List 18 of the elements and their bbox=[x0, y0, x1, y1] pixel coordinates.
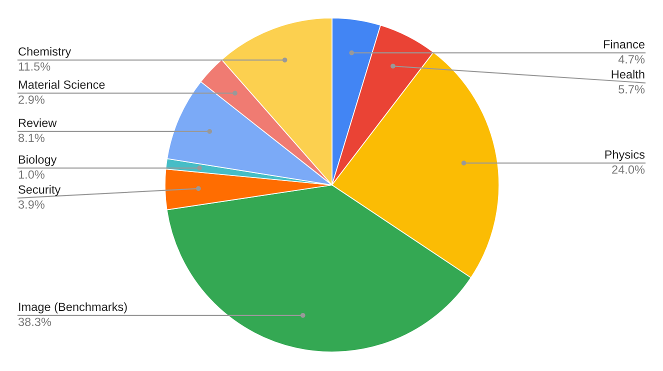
slice-label: Chemistry bbox=[18, 47, 72, 58]
data-label: 24.0% bbox=[612, 165, 645, 174]
slice-label: Finance bbox=[604, 40, 644, 49]
data-label: 38.3% bbox=[18, 318, 52, 326]
data-label: 2.9% bbox=[18, 95, 44, 104]
slice-label: Material Science bbox=[18, 80, 105, 89]
slice-label: Biology bbox=[18, 155, 57, 166]
data-label: 4.7% bbox=[618, 55, 645, 64]
slice-label: Review bbox=[18, 118, 57, 128]
slice-label: Physics bbox=[605, 150, 645, 162]
slice-label: Health bbox=[612, 70, 644, 79]
data-label: 5.7% bbox=[618, 85, 645, 94]
data-label: 11.5% bbox=[18, 62, 50, 71]
data-label: 3.9% bbox=[18, 200, 44, 209]
slice-label: Image (Benchmarks) bbox=[19, 302, 127, 314]
data-label: 8.1% bbox=[18, 134, 44, 142]
slice-label: Security bbox=[18, 185, 61, 196]
data-label: 1.0% bbox=[18, 170, 44, 179]
